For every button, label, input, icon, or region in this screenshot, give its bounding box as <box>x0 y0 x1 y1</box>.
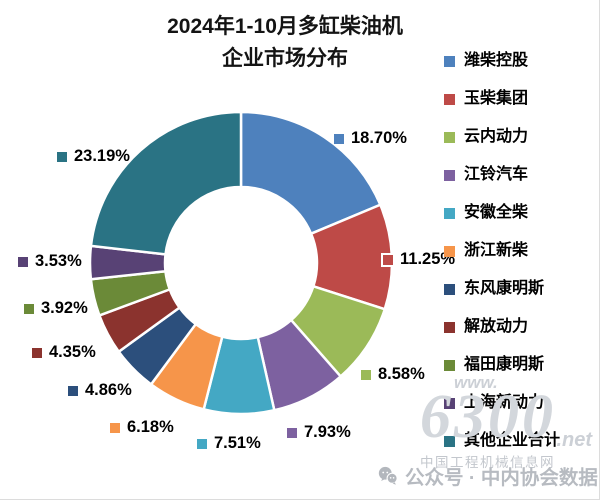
data-label-marker <box>197 438 207 449</box>
data-label-value: 3.53% <box>35 252 82 270</box>
legend-marker <box>444 321 455 333</box>
data-label-value: 4.35% <box>49 343 96 361</box>
data-label-3: 7.93% <box>287 423 351 442</box>
wechat-account-label: 公众号 · 中内协会数据 <box>405 467 598 489</box>
legend-item-5: 浙江新柴 <box>444 242 560 260</box>
legend-label: 江铃汽车 <box>464 166 529 183</box>
data-label-value: 23.19% <box>74 147 130 165</box>
legend-item-7: 解放动力 <box>444 318 560 336</box>
data-label-value: 7.51% <box>214 434 261 452</box>
data-label-4: 7.51% <box>197 434 261 453</box>
legend-marker <box>444 283 455 295</box>
data-label-value: 4.86% <box>85 381 132 399</box>
data-label-6: 4.86% <box>68 381 132 400</box>
legend-item-0: 潍柴控股 <box>444 52 560 70</box>
data-label-value: 11.25% <box>400 250 456 268</box>
data-label-value: 7.93% <box>304 423 351 441</box>
legend-item-6: 东风康明斯 <box>444 280 560 298</box>
data-label-marker <box>334 133 344 144</box>
legend-marker <box>444 93 455 105</box>
data-label-marker <box>287 427 297 438</box>
data-label-value: 6.18% <box>127 418 174 436</box>
legend-marker <box>444 207 455 219</box>
data-label-8: 3.92% <box>24 299 88 318</box>
data-label-0: 18.70% <box>334 129 407 148</box>
legend-item-8: 福田康明斯 <box>444 356 560 374</box>
wechat-icon <box>378 466 398 485</box>
data-label-value: 3.92% <box>41 299 88 317</box>
legend-label: 安徽全柴 <box>464 204 529 221</box>
legend-item-3: 江铃汽车 <box>444 166 560 184</box>
data-label-2: 8.58% <box>361 365 425 384</box>
data-label-value: 18.70% <box>351 129 407 147</box>
legend-marker <box>444 435 455 447</box>
chart-title-line1: 2024年1-10月多缸柴油机 <box>167 15 403 38</box>
data-label-5: 6.18% <box>110 418 174 437</box>
pie-slice-10 <box>89 110 243 256</box>
legend-item-2: 云内动力 <box>444 128 560 146</box>
legend-item-1: 玉柴集团 <box>444 90 560 108</box>
legend-item-4: 安徽全柴 <box>444 204 560 222</box>
chart-title: 2024年1-10月多缸柴油机 企业市场分布 <box>60 11 510 74</box>
legend-marker <box>444 359 455 371</box>
chart-title-line2: 企业市场分布 <box>222 46 348 70</box>
legend-label: 东风康明斯 <box>464 280 545 297</box>
legend-marker <box>444 245 455 257</box>
data-label-marker <box>57 151 67 162</box>
legend-label: 浙江新柴 <box>464 242 529 259</box>
legend-label: 其他企业合计 <box>464 432 561 449</box>
data-label-marker <box>381 252 395 267</box>
legend-label: 解放动力 <box>464 318 529 335</box>
data-label-10: 23.19% <box>57 147 130 166</box>
data-label-marker <box>32 347 42 358</box>
data-label-marker <box>18 256 28 267</box>
legend-marker <box>444 131 455 143</box>
data-label-marker <box>68 385 78 396</box>
data-label-marker <box>361 369 371 380</box>
legend-marker <box>444 55 455 67</box>
legend-label: 玉柴集团 <box>464 90 529 107</box>
data-label-marker <box>110 422 120 433</box>
data-label-7: 4.35% <box>32 343 96 362</box>
pie-slice-0 <box>239 110 382 235</box>
legend-item-10: 其他企业合计 <box>444 432 560 450</box>
legend-item-9: 上海新动力 <box>444 394 560 412</box>
legend-label: 潍柴控股 <box>464 52 529 69</box>
wechat-watermark: 公众号 · 中内协会数据 <box>377 461 598 490</box>
legend: 潍柴控股玉柴集团云内动力江铃汽车安徽全柴浙江新柴东风康明斯解放动力福田康明斯上海… <box>444 52 560 450</box>
data-label-9: 3.53% <box>18 252 82 271</box>
legend-label: 上海新动力 <box>464 394 545 411</box>
legend-marker <box>444 169 455 181</box>
legend-marker <box>444 397 455 409</box>
data-label-1: 11.25% <box>381 250 456 269</box>
data-label-marker <box>24 303 34 314</box>
legend-label: 云内动力 <box>464 128 529 145</box>
data-label-value: 8.58% <box>378 365 425 383</box>
legend-label: 福田康明斯 <box>464 356 545 373</box>
